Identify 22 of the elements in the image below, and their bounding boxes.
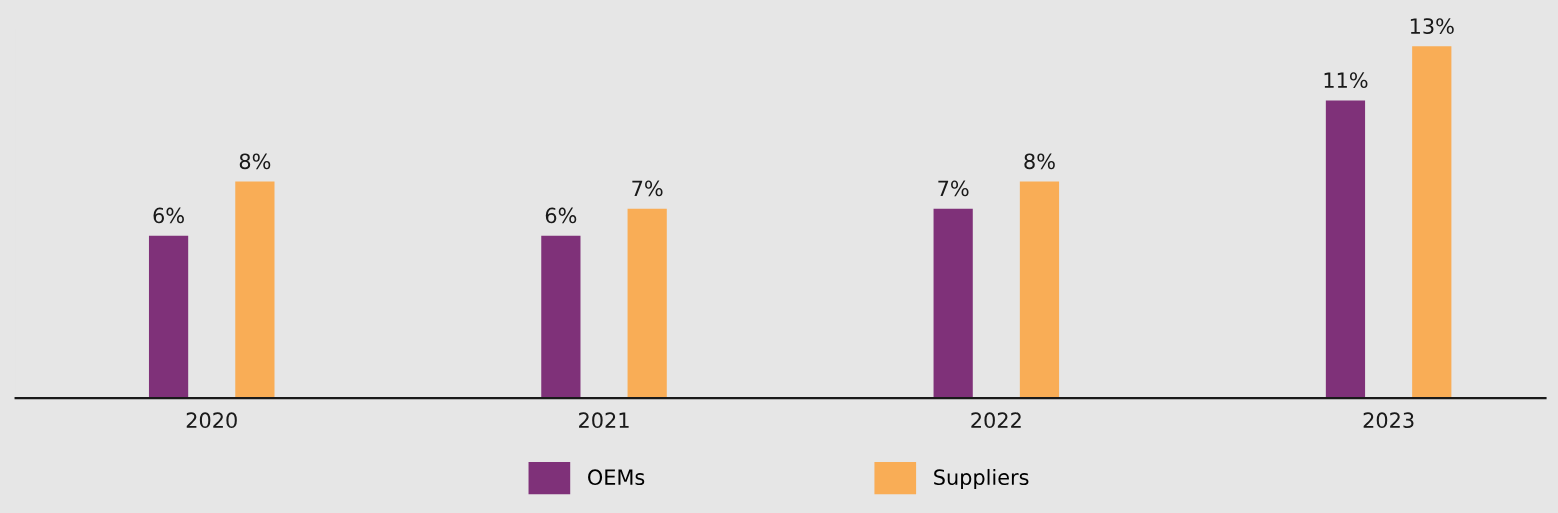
data-label: 8% [239, 153, 271, 170]
bar [1019, 181, 1060, 399]
bar [933, 208, 973, 399]
data-label: 6% [153, 207, 184, 224]
data-label: 13% [1410, 18, 1454, 34]
bar [235, 181, 275, 399]
legend-label: OEMs [588, 469, 645, 486]
data-label: 7% [632, 180, 663, 197]
legend-label: Suppliers [934, 468, 1029, 490]
x-tick-label: 2023 [1363, 412, 1414, 429]
bar [627, 208, 667, 399]
data-label: 6% [545, 207, 577, 224]
x-tick-label: 2022 [971, 412, 1021, 429]
bar [1412, 46, 1452, 399]
data-label: 11% [1324, 72, 1368, 89]
data-label: 7% [938, 180, 969, 197]
bar [1325, 100, 1366, 399]
x-tick-label: 2020 [186, 412, 237, 429]
bar [541, 235, 581, 399]
data-label: 8% [1024, 153, 1055, 170]
bar [148, 235, 189, 399]
x-tick-label: 2021 [579, 412, 629, 429]
